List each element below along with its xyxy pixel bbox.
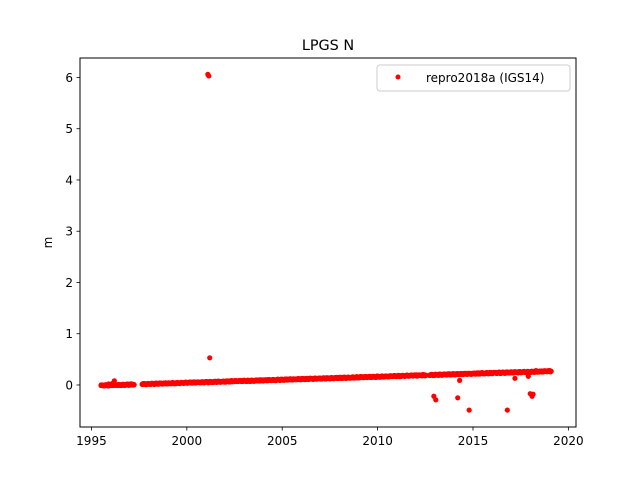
data-point: [109, 380, 116, 387]
x-tick-label: 2005: [267, 434, 298, 448]
data-point: [548, 368, 554, 374]
data-point: [504, 407, 510, 413]
legend-box: [376, 64, 571, 92]
legend-label: repro2018a (IGS14): [426, 71, 544, 85]
y-tick-label: 0: [65, 378, 73, 392]
data-point: [457, 377, 463, 383]
data-marks: [98, 71, 554, 413]
data-point: [206, 73, 212, 79]
x-axis: 1995 2000 2005 2010 2015 2020: [76, 427, 584, 448]
y-tick-label: 2: [65, 276, 73, 290]
data-point: [207, 355, 213, 361]
y-tick-label: 1: [65, 327, 73, 341]
x-tick-label: 2020: [553, 434, 584, 448]
y-axis: 0 1 2 3 4 5 6: [65, 71, 80, 392]
y-tick-label: 6: [65, 71, 73, 85]
chart-title: LPGS N: [302, 38, 354, 54]
y-axis-label: m: [41, 237, 55, 249]
y-tick-label: 5: [65, 122, 73, 136]
y-tick-label: 4: [65, 173, 73, 187]
data-point: [533, 368, 539, 374]
data-point: [525, 373, 531, 379]
legend: repro2018a (IGS14): [376, 64, 571, 92]
plot-frame: [79, 57, 577, 428]
data-point: [131, 382, 137, 388]
data-point: [433, 397, 439, 403]
x-tick-label: 1995: [76, 434, 107, 448]
data-point: [512, 375, 518, 381]
data-point: [106, 381, 112, 387]
data-point: [530, 391, 536, 397]
data-point: [455, 395, 461, 401]
data-point: [466, 407, 472, 413]
y-tick-label: 3: [65, 225, 73, 239]
x-tick-label: 2000: [172, 434, 203, 448]
legend-marker: [395, 74, 401, 80]
x-tick-label: 2010: [362, 434, 393, 448]
x-tick-label: 2015: [458, 434, 489, 448]
